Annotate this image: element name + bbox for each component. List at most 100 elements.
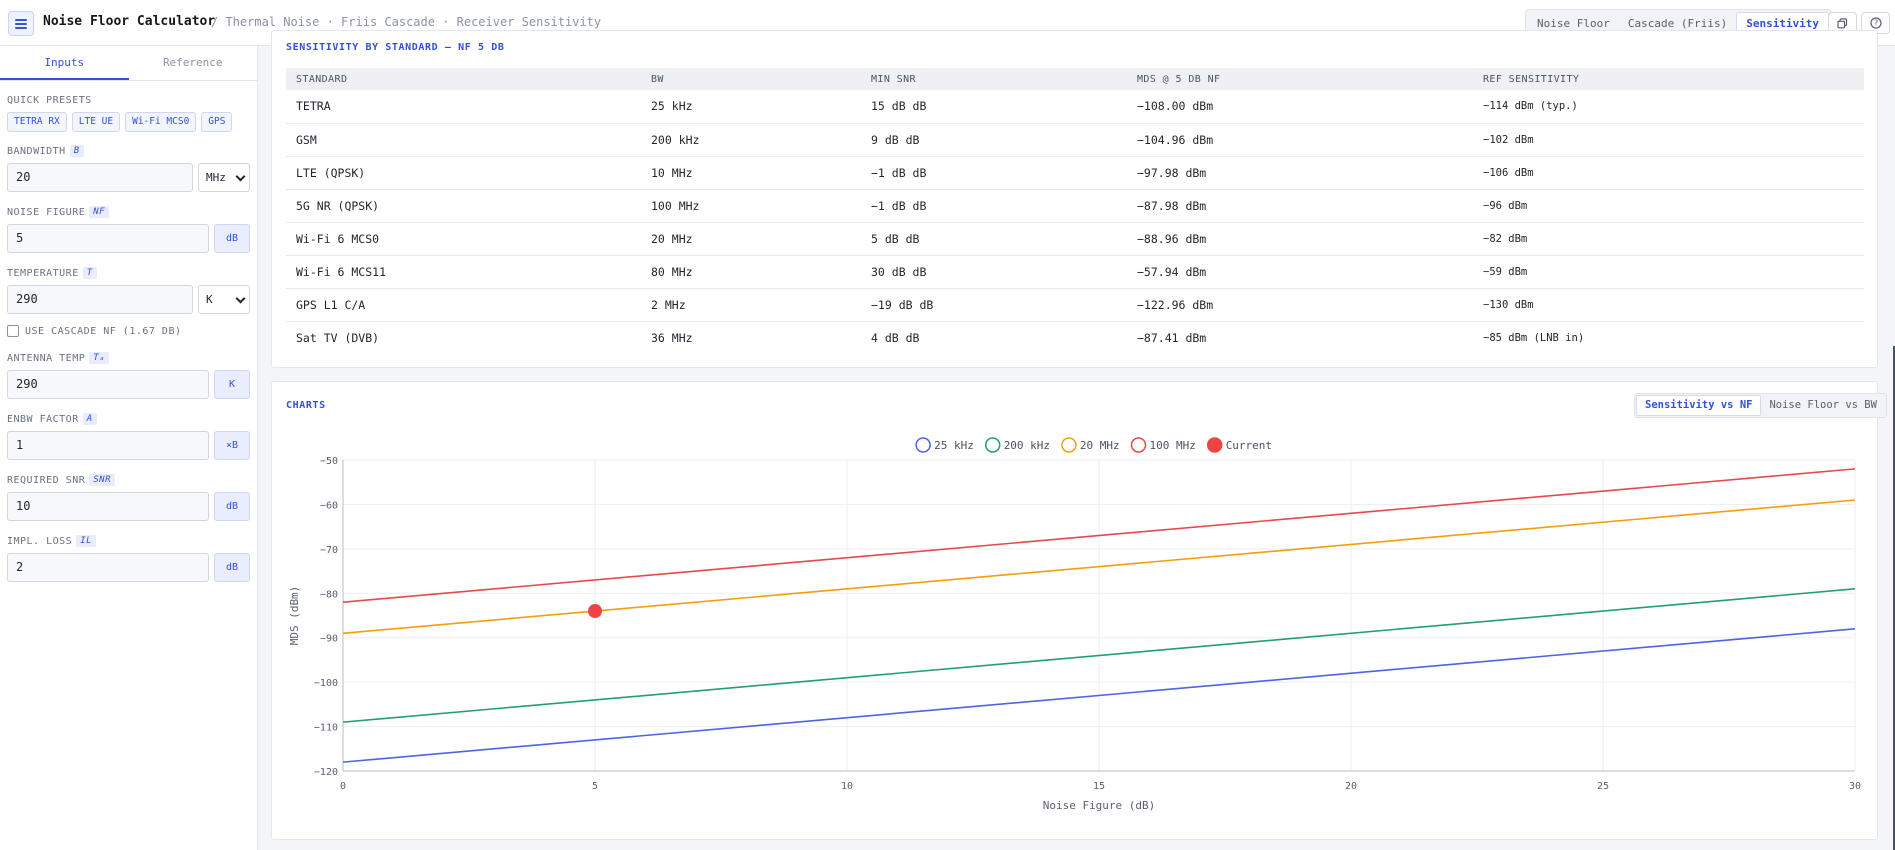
preset-list: TETRA RX LTE UE Wi-Fi MCS0 GPS [7, 112, 250, 132]
noise-figure-label: NOISE FIGURE NF [7, 205, 250, 219]
preset-wifi-mcs0[interactable]: Wi-Fi MCS0 [125, 112, 197, 132]
preset-gps[interactable]: GPS [201, 112, 233, 132]
table-row: 5G NR (QPSK) 100 MHz −1 dB dB −87.98 dBm… [286, 189, 1864, 223]
enbw-input[interactable]: 1 [7, 431, 209, 460]
cell-min-snr: −1 dB dB [861, 156, 1127, 190]
y-tick-label: −80 [320, 589, 338, 600]
cell-ref: −106 dBm [1473, 156, 1864, 190]
legend-marker [1061, 437, 1077, 453]
cell-standard: Sat TV (DVB) [296, 330, 380, 345]
y-tick-label: −110 [314, 723, 338, 734]
cell-bw: 100 MHz [641, 189, 861, 223]
legend-label: 200 kHz [1004, 439, 1050, 452]
x-axis-label: Noise Figure (dB) [1043, 799, 1156, 812]
tab-noise-floor-vs-bw[interactable]: Noise Floor vs BW [1769, 399, 1877, 411]
y-tick-label: −120 [314, 767, 338, 778]
cell-standard: 5G NR (QPSK) [286, 189, 641, 223]
x-tick-label: 20 [1345, 781, 1357, 792]
series-line-200-khz [342, 588, 1856, 723]
legend-marker [1130, 437, 1147, 453]
tab-inputs[interactable]: Inputs [0, 46, 129, 80]
cascade-nf-label: USE CASCADE NF (1.67 DB) [25, 325, 182, 337]
cell-ref: −85 dBm (LNB in) [1483, 331, 1585, 344]
table-row: Wi-Fi 6 MCS11 80 MHz 30 dB dB −57.94 dBm… [286, 255, 1864, 289]
copy-icon [1837, 17, 1848, 28]
cell-standard: GSM [286, 123, 641, 157]
enbw-unit: ×B [214, 431, 250, 460]
col-min-snr: MIN SNR [861, 68, 1127, 90]
bandwidth-label: BANDWIDTH B [7, 144, 250, 158]
cell-standard: Wi-Fi 6 MCS0 [286, 222, 641, 256]
cell-min-snr: 15 dB dB [861, 90, 1127, 124]
enbw-label: ENBW FACTOR A [7, 412, 250, 426]
cell-standard: LTE (QPSK) [286, 156, 641, 190]
noise-figure-input[interactable]: 5 [7, 224, 209, 253]
y-tick-label: −90 [320, 634, 338, 645]
x-tick-label: 25 [1597, 781, 1609, 792]
impl-loss-unit: dB [214, 553, 250, 582]
charts-title: CHARTS [286, 400, 326, 411]
sensitivity-table: STANDARD BW MIN SNR MDS @ 5 DB NF REF SE… [286, 68, 1864, 354]
preset-tetra-rx[interactable]: TETRA RX [7, 112, 67, 132]
cell-mds: −122.96 dBm [1127, 288, 1473, 322]
antenna-temp-label: ANTENNA TEMP Tₐ [7, 351, 250, 365]
cell-mds: −57.94 dBm [1127, 255, 1473, 289]
tab-sensitivity-vs-nf[interactable]: Sensitivity vs NF [1636, 395, 1762, 416]
breadcrumb: / Thermal Noise · Friis Cascade · Receiv… [211, 15, 602, 29]
cell-bw: 200 kHz [641, 123, 861, 157]
y-tick-label: −60 [320, 500, 338, 511]
copy-button[interactable] [1828, 12, 1857, 34]
menu-button[interactable] [8, 11, 34, 36]
cell-mds: −87.41 dBm [1137, 330, 1207, 345]
col-ref-sensitivity: REF SENSITIVITY [1473, 68, 1864, 90]
cell-mds: −88.96 dBm [1127, 222, 1473, 256]
x-tick-label: 15 [1093, 781, 1105, 792]
y-tick-label: −70 [320, 545, 338, 556]
impl-loss-label: IMPL. LOSS IL [7, 534, 250, 548]
impl-loss-input[interactable]: 2 [7, 553, 209, 582]
sensitivity-chart: 0 5 10 15 20 25 30 −50 −60 −70 −80 −90 −100 −110 −120 N… [288, 437, 1861, 812]
cell-mds: −97.98 dBm [1127, 156, 1473, 190]
cascade-nf-toggle: USE CASCADE NF (1.67 DB) [7, 324, 250, 338]
cell-bw: 20 MHz [641, 222, 861, 256]
cell-ref: −59 dBm [1473, 255, 1864, 289]
legend-marker [984, 437, 1001, 453]
y-axis-label: MDS (dBm) [288, 586, 301, 646]
required-snr-unit: dB [214, 492, 250, 521]
scrollbar[interactable] [1893, 346, 1895, 850]
required-snr-input[interactable]: 10 [7, 492, 209, 521]
chevron-down-icon [235, 293, 246, 303]
table-row: GSM 200 kHz 9 dB dB −104.96 dBm −102 dBm [286, 123, 1864, 157]
cell-ref: −130 dBm [1473, 288, 1864, 322]
preset-lte-ue[interactable]: LTE UE [71, 112, 121, 132]
cell-min-snr: 9 dB dB [861, 123, 1127, 157]
cell-standard: GPS L1 C/A [286, 288, 641, 322]
cell-bw: 2 MHz [641, 288, 861, 322]
cell-bw: 25 kHz [641, 90, 861, 124]
y-tick-label: −50 [320, 456, 338, 467]
chart-switch: Sensitivity vs NF Noise Floor vs BW [1634, 393, 1887, 418]
tab-reference[interactable]: Reference [162, 56, 223, 69]
temperature-input[interactable]: 290 [7, 285, 193, 314]
temperature-unit-select[interactable]: K [198, 285, 250, 314]
legend-label: 20 MHz [1080, 439, 1120, 452]
legend-label: 100 MHz [1150, 439, 1196, 452]
help-button[interactable]: ? [1861, 12, 1890, 34]
mode-tab-cascade[interactable]: Cascade (Friis) [1627, 17, 1728, 30]
cascade-nf-checkbox[interactable] [7, 325, 19, 337]
hamburger-icon [15, 18, 27, 29]
legend-marker [915, 437, 931, 453]
series-line-25-khz [342, 628, 1856, 763]
cell-min-snr: −19 dB dB [861, 288, 1127, 322]
series-line-100-mhz [342, 468, 1856, 603]
required-snr-label: REQUIRED SNR SNR [7, 473, 250, 487]
legend-label: 25 kHz [934, 439, 974, 452]
mode-tab-noise-floor[interactable]: Noise Floor [1537, 17, 1610, 30]
cell-min-snr: 5 dB dB [861, 222, 1127, 256]
legend-marker [1206, 437, 1223, 453]
cell-mds: −104.96 dBm [1127, 123, 1473, 157]
antenna-temp-input[interactable]: 290 [7, 370, 209, 399]
bandwidth-unit-select[interactable]: MHz [198, 163, 250, 192]
table-row: LTE (QPSK) 10 MHz −1 dB dB −97.98 dBm −1… [286, 156, 1864, 190]
bandwidth-input[interactable]: 20 [7, 163, 193, 192]
